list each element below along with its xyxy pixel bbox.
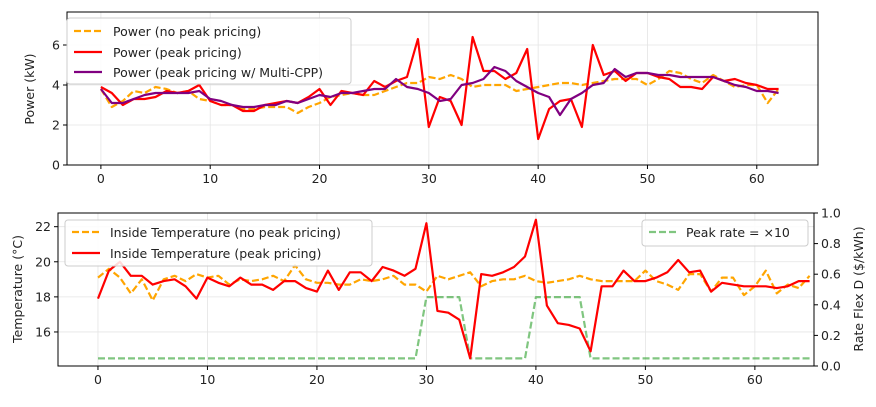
power-y-axis-label: Power (kW) [22,53,37,124]
temperature-y-axis-label: Temperature (°C) [10,235,25,344]
legend-label-no-peak: Power (no peak pricing) [113,24,261,39]
rate-legend: Peak rate = ×10 [641,219,809,247]
y2-tick-label: 1.0 [821,206,841,221]
x-tick-label: 60 [747,372,763,387]
y-tick-label: 0 [52,158,60,173]
x-tick-label: 10 [199,372,215,387]
x-tick-label: 40 [528,372,544,387]
legend-label-peak-rate: Peak rate = ×10 [686,225,790,240]
y-tick-label: 6 [52,38,60,53]
power-axes: 0 10 20 30 40 50 60 0 2 4 6 [52,11,819,186]
series-line-inside-temperature-no-peak-pricing- [97,264,811,302]
x-tick-label: 30 [421,171,437,186]
y2-tick-label: 0.0 [821,359,841,374]
x-tick-label: 30 [418,372,434,387]
x-tick-label: 0 [94,372,102,387]
y2-tick-label: 0.2 [821,328,841,343]
y-tick-label: 16 [35,324,51,339]
x-tick-label: 20 [312,171,328,186]
axes-frame [57,212,815,367]
rate-y-axis-label: Rate Flex D ($/kWh) [851,226,866,351]
y2-tick-label: 0.8 [821,236,841,251]
y-tick-label: 2 [52,118,60,133]
legend-label-temp-peak: Inside Temperature (peak pricing) [110,246,321,261]
y2-tick-label: 0.6 [821,267,841,282]
x-tick-label: 60 [749,171,765,186]
series-line-power-peak-pricing- [100,35,779,141]
y-tick-label: 22 [35,219,51,234]
series-line-power-peak-pricing-w-multi-cpp- [100,65,779,117]
y-tick-label: 18 [35,289,51,304]
x-tick-label: 20 [309,372,325,387]
power-legend: Power (no peak pricing) Power (peak pric… [66,17,352,85]
x-tick-label: 50 [637,372,653,387]
y-tick-label: 20 [35,254,51,269]
axes-frame [66,11,819,166]
x-tick-label: 40 [530,171,546,186]
legend-label-multi-cpp: Power (peak pricing w/ Multi-CPP) [113,65,323,80]
x-tick-label: 50 [640,171,656,186]
y2-tick-label: 0.4 [821,297,841,312]
y-tick-label: 4 [52,78,60,93]
series-line-peak-rate-10 [98,296,810,360]
legend-label-temp-no-peak: Inside Temperature (no peak pricing) [110,225,341,240]
temperature-legend: Inside Temperature (no peak pricing) Ins… [64,219,373,267]
series-line-inside-temperature-peak-pricing- [96,218,810,360]
x-tick-label: 10 [202,171,218,186]
x-tick-label: 0 [97,171,105,186]
legend-label-peak: Power (peak pricing) [113,45,242,60]
